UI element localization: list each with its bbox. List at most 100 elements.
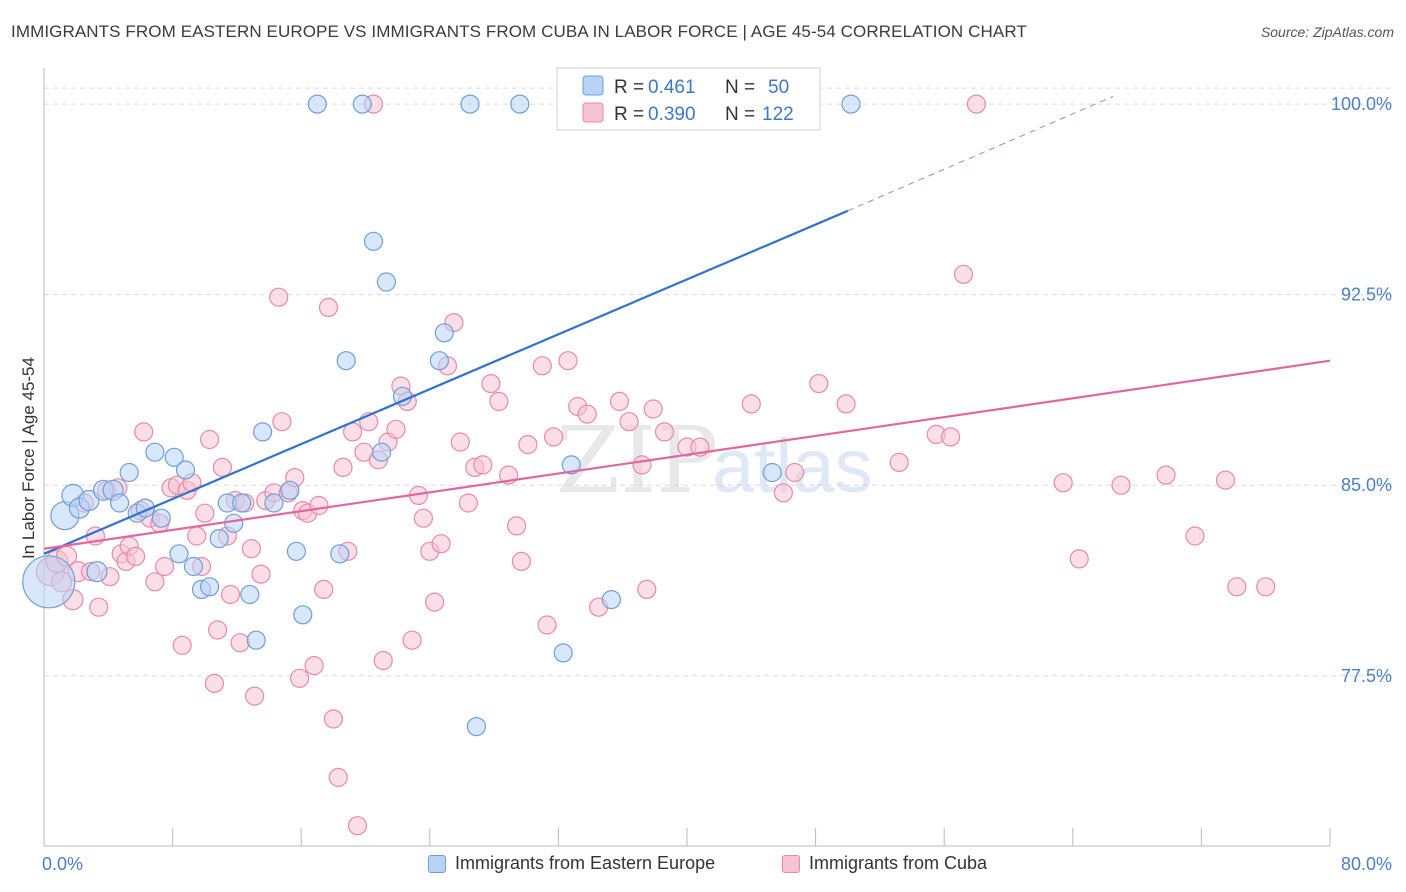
legend-r-value-2: 0.390 <box>648 104 696 125</box>
point-cuba <box>314 579 334 600</box>
point-cuba <box>632 455 652 475</box>
point-cuba <box>532 356 552 376</box>
point-cuba <box>195 503 215 523</box>
point-cuba <box>473 455 493 475</box>
point-eastern-europe <box>293 605 313 625</box>
point-eastern-europe <box>352 94 372 114</box>
point-cuba <box>145 572 165 592</box>
point-eastern-europe <box>232 493 252 513</box>
point-eastern-europe <box>841 94 861 114</box>
point-cuba <box>425 592 445 612</box>
point-cuba <box>511 551 532 572</box>
point-cuba <box>304 655 324 676</box>
point-cuba <box>558 351 578 371</box>
point-eastern-europe <box>246 630 266 650</box>
point-cuba <box>489 391 509 411</box>
point-eastern-europe <box>151 508 171 528</box>
point-cuba <box>785 462 805 483</box>
point-cuba <box>402 630 422 650</box>
y-tick-label: 92.5% <box>1341 285 1392 305</box>
point-cuba <box>172 635 192 655</box>
point-cuba <box>373 650 393 671</box>
legend-bottom: Immigrants from Eastern Europe Immigrant… <box>0 850 1406 880</box>
point-cuba <box>506 516 527 536</box>
point-eastern-europe <box>330 544 350 564</box>
legend-item-eastern-europe[interactable]: Immigrants from Eastern Europe <box>428 853 715 874</box>
point-cuba <box>953 264 974 284</box>
point-cuba <box>290 668 310 688</box>
point-cuba <box>155 556 175 577</box>
point-cuba <box>245 686 265 706</box>
point-cuba <box>309 495 329 516</box>
point-eastern-europe <box>553 643 573 663</box>
point-cuba <box>889 452 909 472</box>
legend-r-label-1: R = <box>614 77 644 98</box>
point-cuba <box>619 412 639 432</box>
point-cuba <box>543 427 564 447</box>
point-eastern-europe <box>78 489 100 512</box>
legend-n-value-2: 122 <box>762 104 794 125</box>
legend-n-label-2: N = <box>725 104 755 125</box>
point-cuba <box>230 633 250 653</box>
point-cuba <box>318 297 339 317</box>
point-cuba <box>643 399 663 419</box>
point-cuba <box>126 546 146 567</box>
legend-n-value-1: 50 <box>768 77 789 98</box>
point-cuba <box>220 584 241 605</box>
point-eastern-europe <box>183 556 204 577</box>
series-eastern-europe-points <box>22 94 861 737</box>
point-cuba <box>450 432 470 452</box>
point-cuba <box>89 597 109 617</box>
point-cuba <box>773 483 794 503</box>
y-tick-label: 77.5% <box>1341 666 1392 686</box>
point-cuba <box>1227 577 1247 597</box>
point-eastern-europe <box>145 442 165 462</box>
point-eastern-europe <box>119 462 139 483</box>
legend-swatch-eastern-europe <box>582 75 604 96</box>
point-cuba <box>1069 549 1089 569</box>
point-eastern-europe <box>109 493 130 513</box>
legend-swatch-pink <box>782 854 800 873</box>
watermark: ZIP atlas <box>556 407 873 514</box>
legend-label-cuba: Immigrants from Cuba <box>809 853 988 873</box>
point-eastern-europe <box>240 584 260 605</box>
point-cuba <box>187 526 207 546</box>
chart-title: IMMIGRANTS FROM EASTERN EUROPE VS IMMIGR… <box>11 22 1027 41</box>
point-cuba <box>269 287 289 307</box>
point-cuba <box>328 767 348 788</box>
point-cuba <box>537 615 557 635</box>
legend-swatch-cuba <box>582 102 604 123</box>
point-cuba <box>251 564 271 584</box>
point-cuba <box>1111 475 1131 495</box>
point-eastern-europe <box>762 462 782 483</box>
point-cuba <box>836 394 856 414</box>
point-eastern-europe <box>86 560 108 583</box>
trend-line-eastern-europe-extension <box>847 96 1114 212</box>
point-cuba <box>1256 577 1276 597</box>
legend-label-eastern-europe: Immigrants from Eastern Europe <box>455 853 716 873</box>
point-eastern-europe <box>200 577 220 597</box>
point-eastern-europe <box>280 480 300 500</box>
point-eastern-europe <box>175 460 196 480</box>
point-eastern-europe <box>372 442 392 462</box>
point-cuba <box>204 673 224 694</box>
point-eastern-europe <box>169 544 189 564</box>
point-eastern-europe <box>363 231 384 251</box>
point-cuba <box>1185 526 1205 546</box>
point-cuba <box>272 412 292 432</box>
point-eastern-europe <box>466 716 486 737</box>
point-cuba <box>1215 470 1236 490</box>
y-tick-label: 100.0% <box>1331 94 1392 114</box>
y-tick-label: 85.0% <box>1341 475 1392 495</box>
point-eastern-europe <box>460 94 480 114</box>
point-eastern-europe <box>164 447 184 467</box>
legend-item-cuba[interactable]: Immigrants from Cuba <box>782 853 987 874</box>
point-cuba <box>518 435 538 455</box>
trend-lines <box>43 96 1331 555</box>
legend-r-value-1: 0.461 <box>648 77 696 98</box>
legend-r-label-2: R = <box>614 104 644 125</box>
point-cuba <box>241 539 261 559</box>
legend-stats: R = 0.461 N = 50 R = 0.390 N = 122 <box>556 67 821 131</box>
point-eastern-europe <box>336 351 356 371</box>
legend-swatch-blue <box>428 854 446 873</box>
